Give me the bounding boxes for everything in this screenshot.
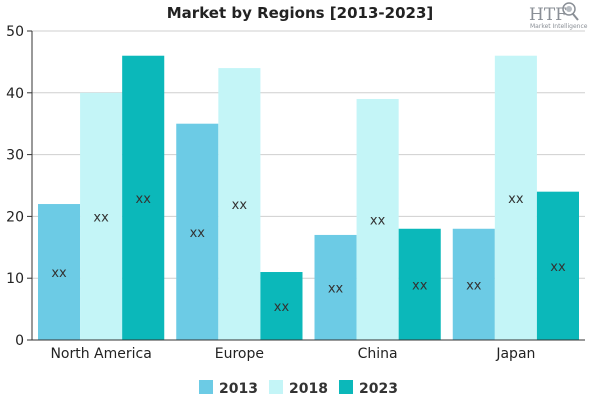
x-tick-label: Europe [215, 346, 264, 362]
bar-2013-china [314, 234, 357, 340]
data-label: xx [328, 281, 344, 296]
bar-2018-china [356, 98, 399, 340]
legend: 2013 2018 2023 [199, 380, 398, 397]
bar-2013-north-america [38, 204, 81, 340]
data-label: xx [412, 278, 428, 293]
legend-swatch-2013 [199, 380, 213, 394]
bar-2018-europe [218, 68, 261, 340]
data-label: xx [232, 198, 248, 213]
htf-logo: HTF Market Intelligence [529, 2, 588, 30]
chart-title: Market by Regions [2013-2023] [167, 4, 434, 22]
legend-label: 2018 [289, 381, 328, 397]
data-labels: xx xx xx xx xx xx xx xx xx xx xx xx [51, 192, 566, 315]
data-label: xx [508, 192, 524, 207]
data-label: xx [550, 260, 566, 275]
y-tick-label: 30 [6, 148, 24, 164]
bar-2023-japan [536, 191, 579, 340]
data-label: xx [51, 266, 67, 281]
data-label: xx [274, 300, 290, 315]
x-tick-label: Japan [495, 346, 535, 362]
y-tick-label: 50 [6, 24, 24, 40]
y-tick-label: 20 [6, 209, 24, 225]
logo-text: HTF [529, 5, 567, 25]
bars [38, 55, 579, 340]
data-label: xx [93, 210, 109, 225]
y-tick-label: 10 [6, 271, 24, 287]
bar-2023-europe [260, 272, 303, 340]
bar-2018-north-america [80, 92, 123, 340]
magnifier-globe-icon [562, 2, 579, 21]
x-tick-label: North America [50, 346, 151, 362]
axes: 0 10 20 30 40 50 North America Europe China Japan [6, 24, 585, 362]
data-label: xx [190, 226, 206, 241]
y-tick-label: 0 [15, 333, 24, 349]
data-label: xx [466, 278, 482, 293]
data-label: xx [136, 192, 152, 207]
legend-swatch-2023 [339, 380, 353, 394]
logo-subtext: Market Intelligence [530, 23, 588, 30]
bar-2023-north-america [122, 55, 165, 340]
bar-2013-europe [176, 123, 219, 340]
legend-label: 2013 [219, 381, 258, 397]
y-tick-label: 40 [6, 86, 24, 102]
data-label: xx [370, 213, 386, 228]
bar-2018-japan [494, 55, 537, 340]
bar-2023-china [398, 228, 441, 340]
bar-2013-japan [452, 228, 495, 340]
x-tick-label: China [358, 346, 398, 362]
legend-label: 2023 [359, 381, 398, 397]
legend-swatch-2018 [269, 380, 283, 394]
